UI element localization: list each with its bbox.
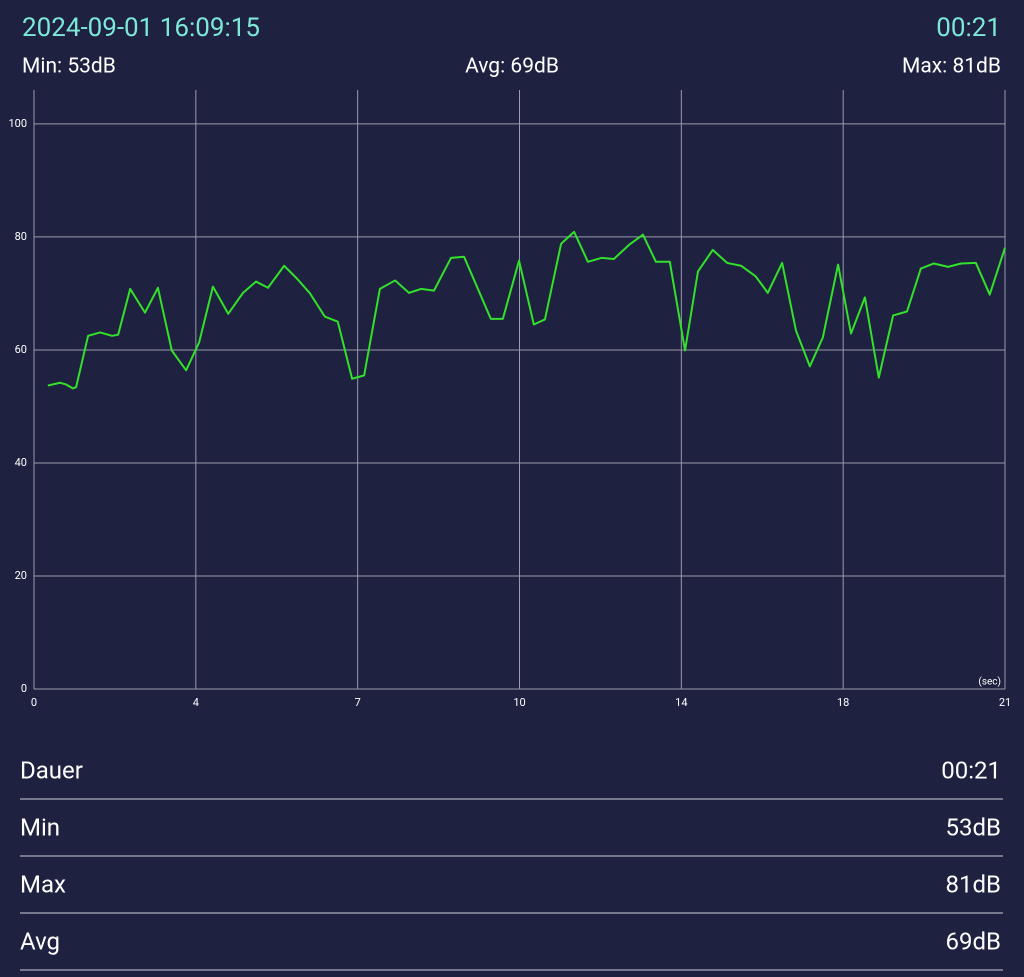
- data-line: [47, 230, 1006, 390]
- stat-value: 81dB: [946, 870, 1001, 898]
- x-tick-label: 4: [193, 696, 199, 709]
- y-tick-label: 20: [15, 569, 27, 582]
- stat-label: Min: [20, 813, 60, 841]
- y-tick-label: 40: [15, 456, 27, 469]
- avg-label: Avg: 69dB: [465, 55, 559, 79]
- x-unit: (sec): [978, 676, 1001, 688]
- stat-label: Dauer: [20, 756, 83, 784]
- stat-value: 00:21: [941, 756, 1001, 784]
- x-tick-label: 7: [355, 696, 361, 709]
- x-tick-label: 18: [837, 696, 849, 709]
- elapsed: 00:21: [936, 13, 1001, 43]
- x-tick-label: 10: [513, 696, 525, 709]
- datetime: 2024-09-01 16:09:15: [22, 13, 260, 43]
- stat-value: 69dB: [946, 927, 1001, 955]
- stat-value: 53dB: [946, 813, 1001, 841]
- min-label: Min: 53dB: [22, 55, 116, 79]
- x-tick-label: 21: [999, 696, 1011, 709]
- y-tick-label: 0: [21, 682, 27, 695]
- x-tick-label: 14: [675, 696, 687, 709]
- y-tick-label: 100: [8, 117, 27, 130]
- stat-label: Avg: [20, 927, 60, 955]
- stat-label: Max: [20, 870, 66, 898]
- y-tick-label: 80: [15, 230, 27, 243]
- y-tick-label: 60: [15, 343, 27, 356]
- x-tick-label: 0: [31, 696, 37, 709]
- max-label: Max: 81dB: [902, 55, 1001, 79]
